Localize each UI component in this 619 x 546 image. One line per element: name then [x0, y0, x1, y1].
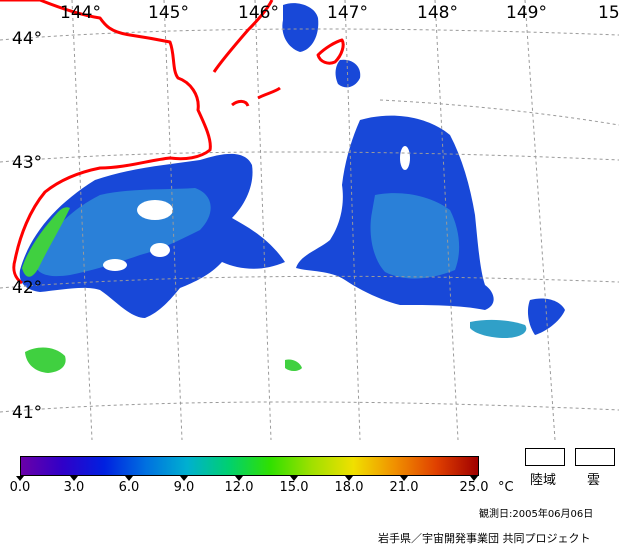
lon-line-145 [163, 0, 183, 441]
lon-line-144 [71, 0, 93, 441]
land-legend-label: 陸域 [530, 473, 557, 488]
lon-label-149: 149° [506, 3, 547, 23]
colorbar-tick-label: 18.0 [334, 480, 364, 495]
sst-patch-southeast [470, 319, 527, 338]
lon-label-148: 148° [417, 3, 458, 23]
colorbar-tick-label: 21.0 [389, 480, 419, 495]
cloud-hole [137, 200, 173, 220]
lon-label-147: 147° [327, 3, 368, 23]
observation-date: 観測日:2005年06月06日 [479, 509, 594, 520]
hokkaido-coastline [0, 0, 212, 285]
lon-line-146 [254, 0, 272, 441]
colorbar-tick [70, 476, 78, 481]
colorbar-tick-label: 3.0 [63, 480, 85, 495]
colorbar-tick-label: 15.0 [279, 480, 309, 495]
colorbar-tick-label: 12.0 [224, 480, 254, 495]
credit-text: 岩手県／宇宙開発事業団 共同プロジェクト [378, 532, 591, 545]
land-legend-swatch [525, 448, 565, 466]
colorbar-unit: °C [498, 480, 514, 495]
colorbar-tick [235, 476, 243, 481]
colorbar-tick-label: 0.0 [9, 480, 31, 495]
colorbar-tick [16, 476, 24, 481]
colorbar-tick [400, 476, 408, 481]
lat-label-44: 44° [12, 29, 42, 49]
colorbar-tick [290, 476, 298, 481]
sst-colorbar [20, 456, 479, 476]
lat-label-42: 42° [12, 278, 42, 298]
lon-label-145: 145° [148, 3, 189, 23]
sst-patch-east-mid [370, 193, 460, 279]
lon-label-144: 144° [60, 3, 101, 23]
sst-field [19, 3, 565, 373]
lat-line-41 [0, 401, 619, 413]
lon-line-148 [434, 0, 459, 441]
colorbar-tick-label: 25.0 [459, 480, 489, 495]
lat-line-43 [0, 151, 619, 163]
lon-label-146: 146° [238, 3, 279, 23]
lon-line-147 [344, 0, 361, 441]
cloud-hole [103, 259, 127, 271]
shikotan-coastline [231, 99, 250, 107]
sst-patch-north [282, 3, 319, 53]
lat-line-44-5 [379, 99, 619, 126]
habomai-coastline [257, 86, 281, 100]
iturup-coastline [316, 38, 345, 65]
kunashir-coastline [212, 0, 274, 73]
sst-patch-se2 [527, 298, 565, 335]
graticule [0, 0, 619, 441]
sst-patch-south-small [285, 359, 302, 371]
sst-patch-south-warm [25, 347, 66, 373]
colorbar-tick [345, 476, 353, 481]
lon-line-149 [524, 0, 556, 441]
lon-label-150: 15 [598, 3, 619, 23]
colorbar-tick-label: 9.0 [173, 480, 195, 495]
colorbar-tick-label: 6.0 [118, 480, 140, 495]
cloud-legend-label: 雲 [587, 473, 601, 488]
coastline [0, 0, 345, 285]
lat-label-43: 43° [12, 153, 42, 173]
colorbar-tick [470, 476, 478, 481]
sst-patch-coast-warm [22, 207, 70, 277]
colorbar-tick [180, 476, 188, 481]
lat-line-44 [0, 28, 619, 41]
cloud-hole [150, 243, 170, 257]
lat-label-41: 41° [12, 403, 42, 423]
colorbar-tick [125, 476, 133, 481]
cloud-legend-swatch [575, 448, 615, 466]
cloud-hole [400, 146, 410, 170]
